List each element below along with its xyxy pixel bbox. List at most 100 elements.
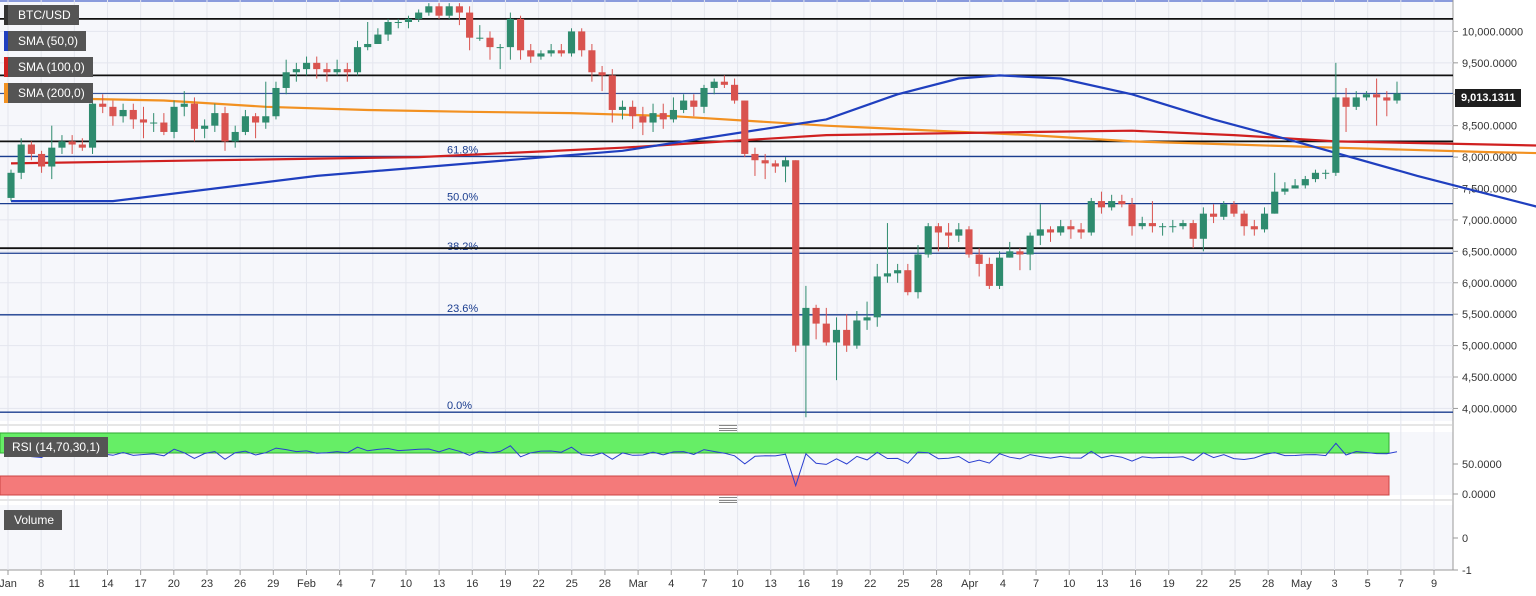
candle [761, 153, 769, 180]
candle [109, 100, 117, 126]
candle [904, 263, 912, 296]
candle-body [292, 69, 300, 73]
candle [139, 106, 148, 139]
candle-body [547, 50, 555, 54]
candle-body [863, 317, 871, 321]
candle [1199, 207, 1207, 252]
candle-body [873, 276, 881, 318]
candle-body [771, 163, 779, 167]
candle [955, 223, 963, 242]
candle [302, 56, 311, 76]
candle [1067, 219, 1075, 239]
candle-body [384, 21, 392, 35]
candle [313, 56, 321, 79]
y-tick-label: 7,000.0000 [1462, 215, 1517, 227]
candle [720, 75, 728, 88]
candle-body [1148, 223, 1156, 227]
x-tick-label: Mar [629, 578, 648, 590]
sma50-line [11, 74, 1536, 208]
fibonacci-level-label: 38.2% [447, 241, 478, 253]
candle [1352, 91, 1360, 110]
candle [353, 40, 362, 76]
y-tick-label: 4,500.0000 [1462, 372, 1517, 384]
candle-body [333, 69, 341, 73]
sma100-tag[interactable]: SMA (100,0) [4, 57, 93, 77]
candle [741, 100, 749, 158]
candle-body [567, 31, 576, 54]
candle-body [588, 50, 596, 73]
candle-body [557, 50, 565, 54]
sma200-tag[interactable]: SMA (200,0) [4, 83, 93, 103]
candle [486, 31, 494, 60]
x-tick-label: 16 [466, 578, 478, 590]
candle-body [1036, 229, 1044, 236]
candle-body [1250, 226, 1258, 230]
candle-body [506, 18, 514, 48]
candle [1077, 223, 1085, 239]
candle [731, 78, 739, 104]
candle [700, 84, 708, 114]
candle-body [1362, 94, 1370, 98]
candle [384, 18, 392, 41]
candle [975, 248, 983, 277]
candle [99, 94, 107, 114]
candle [1036, 204, 1044, 246]
x-tick-label: 16 [1129, 578, 1141, 590]
candle-body [313, 62, 321, 70]
candle-body [731, 84, 739, 101]
fibonacci-level-label: 50.0% [447, 192, 478, 204]
candle [150, 113, 158, 132]
pane-resize-handle-bottom[interactable] [719, 497, 737, 503]
x-tick-label: 3 [1331, 578, 1337, 590]
x-tick-label: 19 [831, 578, 843, 590]
candle [466, 6, 474, 51]
candle [7, 169, 15, 202]
candle [272, 81, 280, 120]
sma50-tag[interactable]: SMA (50,0) [4, 31, 87, 51]
pane-resize-handle-top[interactable] [719, 425, 737, 431]
x-tick-label: 10 [731, 578, 743, 590]
x-tick-label: Apr [961, 578, 978, 590]
candle [343, 62, 351, 82]
candle-body [1209, 213, 1218, 217]
rsi-tag[interactable]: RSI (14,70,30,1) [4, 437, 109, 457]
volume-tag[interactable]: Volume [4, 510, 63, 530]
candle-body [649, 113, 657, 123]
candle [221, 106, 229, 151]
candle-body [1138, 223, 1146, 227]
candle-body [639, 116, 647, 123]
candle-body [1077, 229, 1085, 233]
candle-body [221, 113, 229, 142]
volume-y-tick-label: -1 [1462, 565, 1472, 577]
candle [995, 251, 1004, 290]
candle [364, 21, 372, 51]
y-tick-label: 8,500.0000 [1462, 121, 1517, 133]
candle [751, 147, 759, 176]
candle [425, 3, 433, 16]
x-tick-label: 13 [765, 578, 777, 590]
candle [1271, 172, 1279, 214]
rsi-oversold-zone [0, 475, 1390, 496]
candle [1301, 175, 1309, 189]
candle-body [1352, 97, 1360, 107]
candle [1393, 81, 1401, 104]
candle [945, 223, 953, 249]
candle-body [1046, 229, 1055, 233]
y-tick-label: 5,500.0000 [1462, 309, 1517, 321]
candle-body [27, 144, 35, 154]
candle [771, 160, 779, 173]
candle-body [761, 160, 769, 164]
candle-body [150, 122, 158, 124]
candle [1230, 201, 1238, 217]
candle [1046, 226, 1055, 242]
candle-body [985, 263, 993, 286]
x-tick-label: Jan [0, 578, 17, 590]
symbol-tag[interactable]: BTC/USD [4, 5, 79, 25]
candle [822, 307, 830, 346]
candle-body [995, 257, 1004, 286]
candle-body [425, 6, 433, 13]
candle [608, 69, 616, 123]
candle-body [955, 229, 963, 236]
candle [445, 3, 453, 19]
